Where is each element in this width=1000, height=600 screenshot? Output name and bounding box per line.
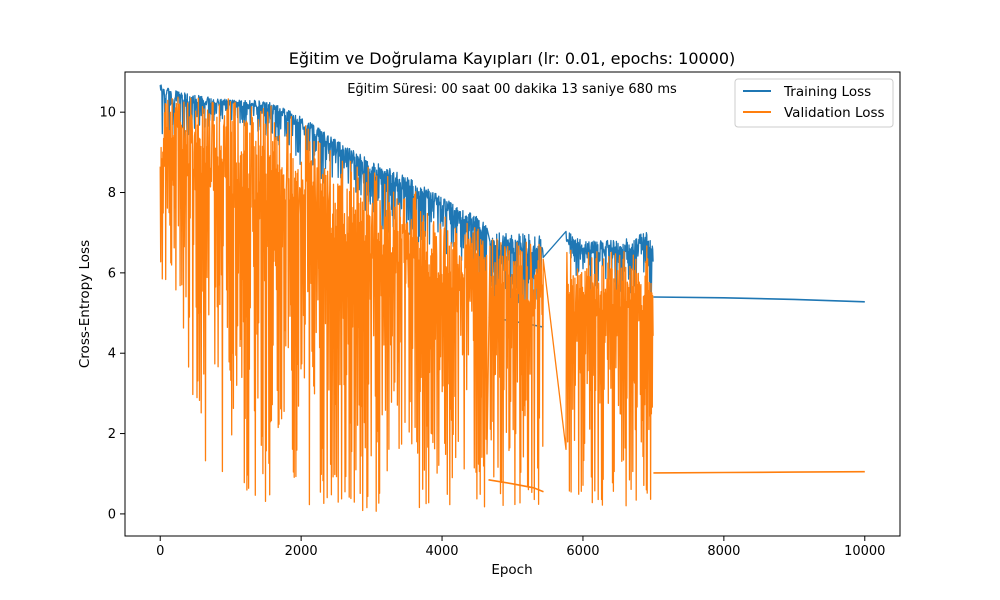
x-tick-label: 0 [156,544,164,559]
x-tick-label: 6000 [566,544,599,559]
y-tick-label: 6 [108,266,116,281]
x-tick-label: 2000 [285,544,318,559]
y-axis-ticks: 0 2 4 6 8 10 [99,106,125,522]
chart-title: Eğitim ve Doğrulama Kayıpları (lr: 0.01,… [289,49,736,68]
y-tick-label: 10 [99,106,116,121]
legend-label-training: Training Loss [783,84,871,100]
x-tick-label: 8000 [707,544,740,559]
x-tick-label: 4000 [425,544,458,559]
y-tick-label: 4 [108,347,116,362]
x-axis-ticks: 0 2000 4000 6000 8000 10000 [156,536,885,559]
training-time-annotation: Eğitim Süresi: 00 saat 00 dakika 13 sani… [347,82,677,97]
validation-loss-line [159,96,654,512]
series-layer [159,84,865,512]
y-axis-label: Cross-Entropy Loss [77,240,93,368]
training-loss-line [159,84,654,322]
legend-box [734,78,894,128]
training-loss-trend [653,296,865,303]
legend-label-validation: Validation Loss [784,105,885,121]
validation-loss-trend [653,470,865,474]
x-axis-label: Epoch [491,562,532,578]
y-tick-label: 0 [108,507,116,522]
legend: Training Loss Validation Loss [734,78,894,128]
y-tick-label: 2 [108,427,116,442]
y-tick-label: 8 [108,186,116,201]
validation-loss-trend [488,479,544,493]
x-tick-label: 10000 [844,544,885,559]
axes-frame [124,71,901,537]
